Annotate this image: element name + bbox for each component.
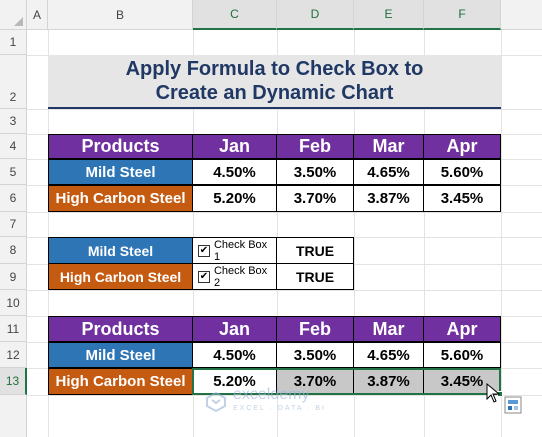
checkbox-check-icon[interactable]: ✔ — [198, 270, 210, 283]
table1-header-mar[interactable]: Mar — [353, 134, 424, 159]
table2-header-jan[interactable]: Jan — [192, 316, 277, 342]
checkbox-product-mild-steel[interactable]: Mild Steel — [48, 237, 193, 264]
table2-product-high-carbon-steel[interactable]: High Carbon Steel — [48, 368, 193, 395]
row-header-6[interactable]: 6 — [0, 185, 27, 212]
column-header-b[interactable]: B — [48, 0, 193, 30]
table1-header-apr[interactable]: Apr — [423, 134, 501, 159]
move-cursor-icon — [486, 383, 501, 403]
checkbox-check-icon[interactable]: ✔ — [198, 244, 210, 257]
table2-cell[interactable]: 5.20% — [192, 368, 277, 395]
page-title[interactable]: Apply Formula to Check Box to Create an … — [48, 55, 501, 109]
watermark-tagline: EXCEL · DATA · BI — [233, 405, 326, 412]
checkbox-value-2[interactable]: TRUE — [276, 263, 354, 290]
table1-cell[interactable]: 3.70% — [276, 185, 354, 212]
table1-cell[interactable]: 5.60% — [423, 159, 501, 185]
checkbox-value-1[interactable]: TRUE — [276, 237, 354, 264]
row-header-14[interactable] — [0, 395, 27, 437]
row-header-5[interactable]: 5 — [0, 159, 27, 185]
table1-cell[interactable]: 3.87% — [353, 185, 424, 212]
row-header-12[interactable]: 12 — [0, 342, 27, 368]
table1-header-feb[interactable]: Feb — [276, 134, 354, 159]
table2-header-products[interactable]: Products — [48, 316, 193, 342]
table2-cell[interactable]: 3.50% — [276, 342, 354, 368]
check-box-2[interactable]: ✔ Check Box 2 — [192, 263, 277, 290]
row-header-2[interactable]: 2 — [0, 55, 27, 109]
table1-product-high-carbon-steel[interactable]: High Carbon Steel — [48, 185, 193, 212]
check-box-label: Check Box 1 — [213, 238, 268, 263]
table2-header-feb[interactable]: Feb — [276, 316, 354, 342]
table1-header-jan[interactable]: Jan — [192, 134, 277, 159]
row-header-13[interactable]: 13 — [0, 368, 27, 395]
column-header-c[interactable]: C — [193, 0, 277, 30]
check-box-1[interactable]: ✔ Check Box 1 — [192, 237, 277, 264]
row-header-4[interactable]: 4 — [0, 134, 27, 159]
column-header-d[interactable]: D — [277, 0, 354, 30]
table2-header-apr[interactable]: Apr — [423, 316, 501, 342]
table1-cell[interactable]: 4.50% — [192, 159, 277, 185]
table2-cell[interactable]: 3.87% — [353, 368, 424, 395]
table1-header-products[interactable]: Products — [48, 134, 193, 159]
exceldemy-logo-icon — [206, 391, 226, 413]
watermark-name: exceldemy — [233, 386, 310, 403]
row-header-7[interactable]: 7 — [0, 212, 27, 237]
checkbox-product-high-carbon-steel[interactable]: High Carbon Steel — [48, 263, 193, 290]
title-line-1: Apply Formula to Check Box to — [125, 58, 424, 80]
row-header-9[interactable]: 9 — [0, 264, 27, 290]
row-header-3[interactable]: 3 — [0, 109, 27, 134]
column-header-a[interactable]: A — [27, 0, 48, 30]
table2-cell[interactable]: 4.50% — [192, 342, 277, 368]
table1-cell[interactable]: 3.50% — [276, 159, 354, 185]
table1-cell[interactable]: 5.20% — [192, 185, 277, 212]
select-all-corner[interactable] — [0, 0, 27, 30]
table2-product-mild-steel[interactable]: Mild Steel — [48, 342, 193, 368]
exceldemy-watermark: exceldemy EXCEL · DATA · BI — [205, 386, 326, 416]
column-header-next[interactable] — [501, 0, 542, 30]
table1-product-mild-steel[interactable]: Mild Steel — [48, 159, 193, 185]
table2-cell[interactable]: 5.60% — [423, 342, 501, 368]
row-header-1[interactable]: 1 — [0, 30, 27, 55]
row-header-8[interactable]: 8 — [0, 237, 27, 264]
column-header-e[interactable]: E — [354, 0, 424, 30]
table2-cell[interactable]: 4.65% — [353, 342, 424, 368]
column-header-f[interactable]: F — [424, 0, 501, 30]
table2-header-mar[interactable]: Mar — [353, 316, 424, 342]
title-line-2: Create an Dynamic Chart — [155, 82, 394, 104]
table1-cell[interactable]: 3.45% — [423, 185, 501, 212]
quick-analysis-icon[interactable] — [504, 396, 522, 414]
check-box-label: Check Box 2 — [213, 264, 268, 289]
selected-range[interactable] — [192, 368, 501, 395]
table1-cell[interactable]: 4.65% — [353, 159, 424, 185]
row-header-10[interactable]: 10 — [0, 290, 27, 316]
row-header-11[interactable]: 11 — [0, 316, 27, 342]
